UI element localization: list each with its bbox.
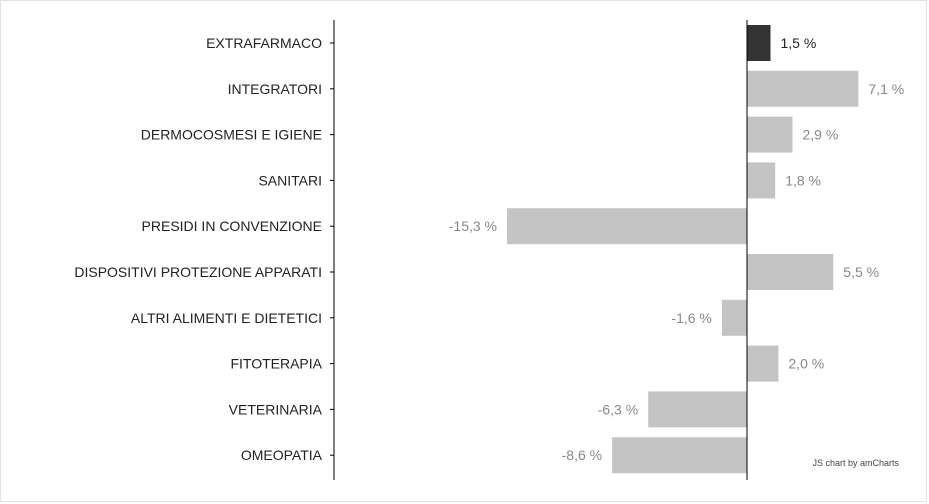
category-label-0: EXTRAFARMACO — [206, 35, 322, 51]
bar-7[interactable] — [747, 345, 779, 382]
value-label-4: -15,3 % — [449, 218, 497, 234]
bar-1[interactable] — [747, 70, 859, 107]
value-label-6: -1,6 % — [671, 310, 711, 326]
value-label-1: 7,1 % — [868, 81, 904, 97]
bar-2[interactable] — [747, 116, 793, 153]
category-label-7: FITOTERAPIA — [230, 356, 322, 372]
value-label-9: -8,6 % — [562, 447, 602, 463]
category-label-1: INTEGRATORI — [228, 81, 322, 97]
bar-6[interactable] — [721, 299, 747, 336]
category-label-3: SANITARI — [258, 172, 322, 188]
category-label-6: ALTRI ALIMENTI E DIETETICI — [131, 310, 322, 326]
bar-8[interactable] — [648, 391, 747, 428]
bar-4[interactable] — [507, 208, 747, 245]
category-label-9: OMEOPATIA — [241, 447, 323, 463]
bar-9[interactable] — [612, 437, 747, 474]
value-label-2: 2,9 % — [803, 127, 839, 143]
category-label-5: DISPOSITIVI PROTEZIONE APPARATI — [74, 264, 322, 280]
category-labels-group: EXTRAFARMACO INTEGRATORI DERMOCOSMESI E IG… — [74, 35, 334, 463]
amcharts-credit[interactable]: JS chart by amCharts — [812, 458, 899, 468]
bar-5[interactable] — [747, 254, 834, 290]
category-label-2: DERMOCOSMESI E IGIENE — [141, 127, 322, 143]
category-label-8: VETERINARIA — [229, 401, 323, 417]
bar-0[interactable] — [747, 25, 771, 61]
value-label-8: -6,3 % — [598, 401, 638, 417]
value-label-0: 1,5 % — [781, 35, 817, 51]
value-label-3: 1,8 % — [785, 172, 821, 188]
value-label-7: 2,0 % — [788, 356, 824, 372]
bars-group — [507, 25, 859, 474]
value-label-5: 5,5 % — [843, 264, 879, 280]
bar-3[interactable] — [747, 162, 776, 199]
value-labels-group: 1,5 % 7,1 % 2,9 % 1,8 % -15,3 % 5,5 % -1,6 % 2,… — [449, 35, 904, 463]
category-label-4: PRESIDI IN CONVENZIONE — [142, 218, 322, 234]
